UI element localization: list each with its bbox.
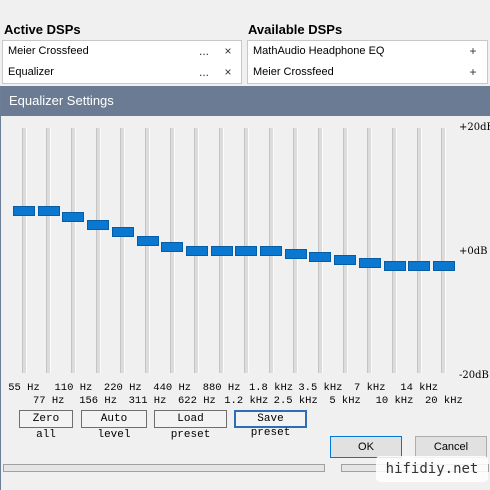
slider-thumb[interactable] xyxy=(185,245,208,256)
db-label-top: +20dB xyxy=(459,122,490,133)
active-dsp-label: Equalizer xyxy=(8,66,54,78)
dialog-titlebar[interactable]: Equalizer Settings xyxy=(1,86,490,116)
db-label-bottom: -20dB xyxy=(459,370,489,381)
slider-track[interactable] xyxy=(120,128,126,373)
configure-button[interactable]: ... xyxy=(198,44,209,58)
cancel-button[interactable]: Cancel xyxy=(415,436,487,458)
slider-thumb[interactable] xyxy=(13,205,35,216)
slider-track[interactable] xyxy=(46,128,52,373)
slider-thumb[interactable] xyxy=(136,236,159,247)
active-dsps-title: Active DSPs xyxy=(4,22,81,37)
band-frequency-label: 7 kHz xyxy=(354,382,386,394)
band-frequency-label: 880 Hz xyxy=(202,382,241,394)
remove-icon[interactable]: × xyxy=(224,65,232,79)
ok-button[interactable]: OK xyxy=(330,436,402,458)
band-frequency-label: 10 kHz xyxy=(375,395,414,407)
slider-thumb[interactable] xyxy=(284,248,307,259)
slider-track[interactable] xyxy=(95,128,101,373)
available-dsps-list: MathAudio Headphone EQ + Meier Crossfeed… xyxy=(247,40,488,84)
save-preset-button[interactable]: Save preset xyxy=(234,410,307,439)
slider-thumb[interactable] xyxy=(37,205,60,216)
active-dsps-list: Meier Crossfeed ... × Equalizer ... × xyxy=(2,40,242,84)
slider-thumb[interactable] xyxy=(408,260,431,271)
available-dsp-label: MathAudio Headphone EQ xyxy=(253,45,385,57)
slider-track[interactable] xyxy=(70,128,76,373)
slider-track[interactable] xyxy=(342,128,348,373)
available-dsp-label: Meier Crossfeed xyxy=(253,66,334,78)
band-frequency-label: 14 kHz xyxy=(400,382,439,394)
slider-track[interactable] xyxy=(441,128,447,373)
remove-icon[interactable]: × xyxy=(224,44,232,58)
slider-thumb[interactable] xyxy=(87,219,110,230)
auto-level-button[interactable]: Auto level xyxy=(81,410,147,441)
band-frequency-label: 156 Hz xyxy=(79,395,117,407)
slider-thumb[interactable] xyxy=(334,254,357,265)
slider-track[interactable] xyxy=(21,128,27,373)
band-frequency-label: 1.8 kHz xyxy=(248,382,294,394)
background-panel-edge xyxy=(3,464,325,472)
available-dsps-title: Available DSPs xyxy=(248,22,343,37)
dsp-manager: Active DSPs Meier Crossfeed ... × Equali… xyxy=(0,0,490,86)
slider-thumb[interactable] xyxy=(260,245,282,256)
band-frequency-label: 5 kHz xyxy=(329,395,361,407)
active-dsp-label: Meier Crossfeed xyxy=(8,45,89,57)
watermark: hifidiy.net xyxy=(376,456,488,482)
band-frequency-label: 77 Hz xyxy=(32,395,65,407)
slider-thumb[interactable] xyxy=(235,245,258,256)
slider-thumb[interactable] xyxy=(62,211,85,222)
band-frequency-label: 110 Hz xyxy=(54,382,93,394)
band-frequency-label: 3.5 kHz xyxy=(298,382,343,394)
slider-track[interactable] xyxy=(392,128,397,373)
band-frequency-label: 2.5 kHz xyxy=(273,395,318,407)
slider-track[interactable] xyxy=(416,128,422,373)
configure-button[interactable]: ... xyxy=(198,65,209,79)
add-icon[interactable]: + xyxy=(469,65,477,79)
slider-thumb[interactable] xyxy=(309,251,332,262)
band-frequency-label: 220 Hz xyxy=(103,382,142,394)
band-frequency-label: 1.2 kHz xyxy=(224,395,269,407)
band-frequency-label: 440 Hz xyxy=(153,382,192,394)
zero-all-button[interactable]: Zero all xyxy=(19,410,73,441)
available-dsp-row[interactable]: Meier Crossfeed + xyxy=(248,62,487,83)
add-icon[interactable]: + xyxy=(469,44,477,58)
slider-thumb[interactable] xyxy=(111,227,134,238)
band-frequency-label: 55 Hz xyxy=(8,382,40,394)
slider-track[interactable] xyxy=(145,128,150,373)
slider-thumb[interactable] xyxy=(432,260,455,271)
slider-thumb[interactable] xyxy=(210,245,233,256)
slider-thumb[interactable] xyxy=(161,242,184,253)
active-dsp-row[interactable]: Meier Crossfeed ... × xyxy=(3,41,241,62)
slider-thumb[interactable] xyxy=(383,260,406,271)
band-frequency-label: 311 Hz xyxy=(128,395,167,407)
load-preset-button[interactable]: Load preset xyxy=(154,410,227,441)
slider-thumb[interactable] xyxy=(358,257,381,268)
available-dsp-row[interactable]: MathAudio Headphone EQ + xyxy=(248,41,487,62)
slider-track[interactable] xyxy=(367,128,373,373)
equalizer-dialog: Equalizer Settings +20dB +0dB -20dB 55 H… xyxy=(0,86,490,490)
active-dsp-row[interactable]: Equalizer ... × xyxy=(3,62,241,83)
band-frequency-label: 20 kHz xyxy=(424,395,463,407)
band-frequency-label: 622 Hz xyxy=(177,395,216,407)
slider-track[interactable] xyxy=(317,128,323,373)
db-label-mid: +0dB xyxy=(459,246,488,257)
